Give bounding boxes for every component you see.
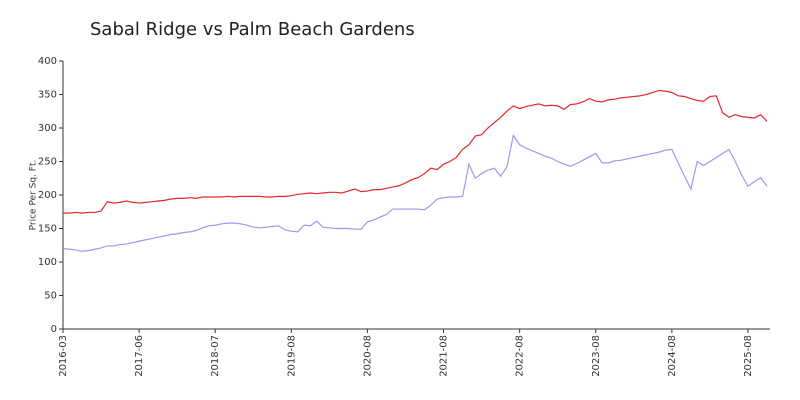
x-tick-label: 2023-08	[591, 335, 602, 377]
y-tick-label: 300	[38, 123, 57, 134]
y-tick-label: 400	[38, 56, 57, 67]
x-tick-label: 2019-08	[286, 335, 297, 377]
x-tick-label: 2020-08	[362, 335, 373, 377]
x-tick-label: 2018-07	[210, 335, 221, 377]
y-axis-label: Price Per Sq. Ft.	[29, 160, 39, 231]
x-tick-label: 2024-08	[667, 335, 678, 377]
x-tick-label: 2022-08	[515, 335, 526, 377]
y-tick-label: 100	[38, 257, 57, 268]
y-tick-label: 0	[51, 324, 57, 335]
y-tick-label: 50	[44, 291, 57, 302]
y-tick-label: 200	[38, 190, 57, 201]
x-tick-label: 2021-08	[439, 335, 450, 377]
x-tick-label: 2025-08	[743, 335, 754, 377]
x-tick-label: 2016-03	[58, 335, 69, 377]
x-tick-label: 2017-06	[134, 335, 145, 377]
y-tick-label: 150	[38, 224, 57, 235]
y-tick-label: 350	[38, 90, 57, 101]
series-line	[62, 133, 768, 252]
chart-title: Sabal Ridge vs Palm Beach Gardens	[90, 19, 415, 40]
y-tick-label: 250	[38, 157, 57, 168]
series-line	[63, 89, 768, 214]
